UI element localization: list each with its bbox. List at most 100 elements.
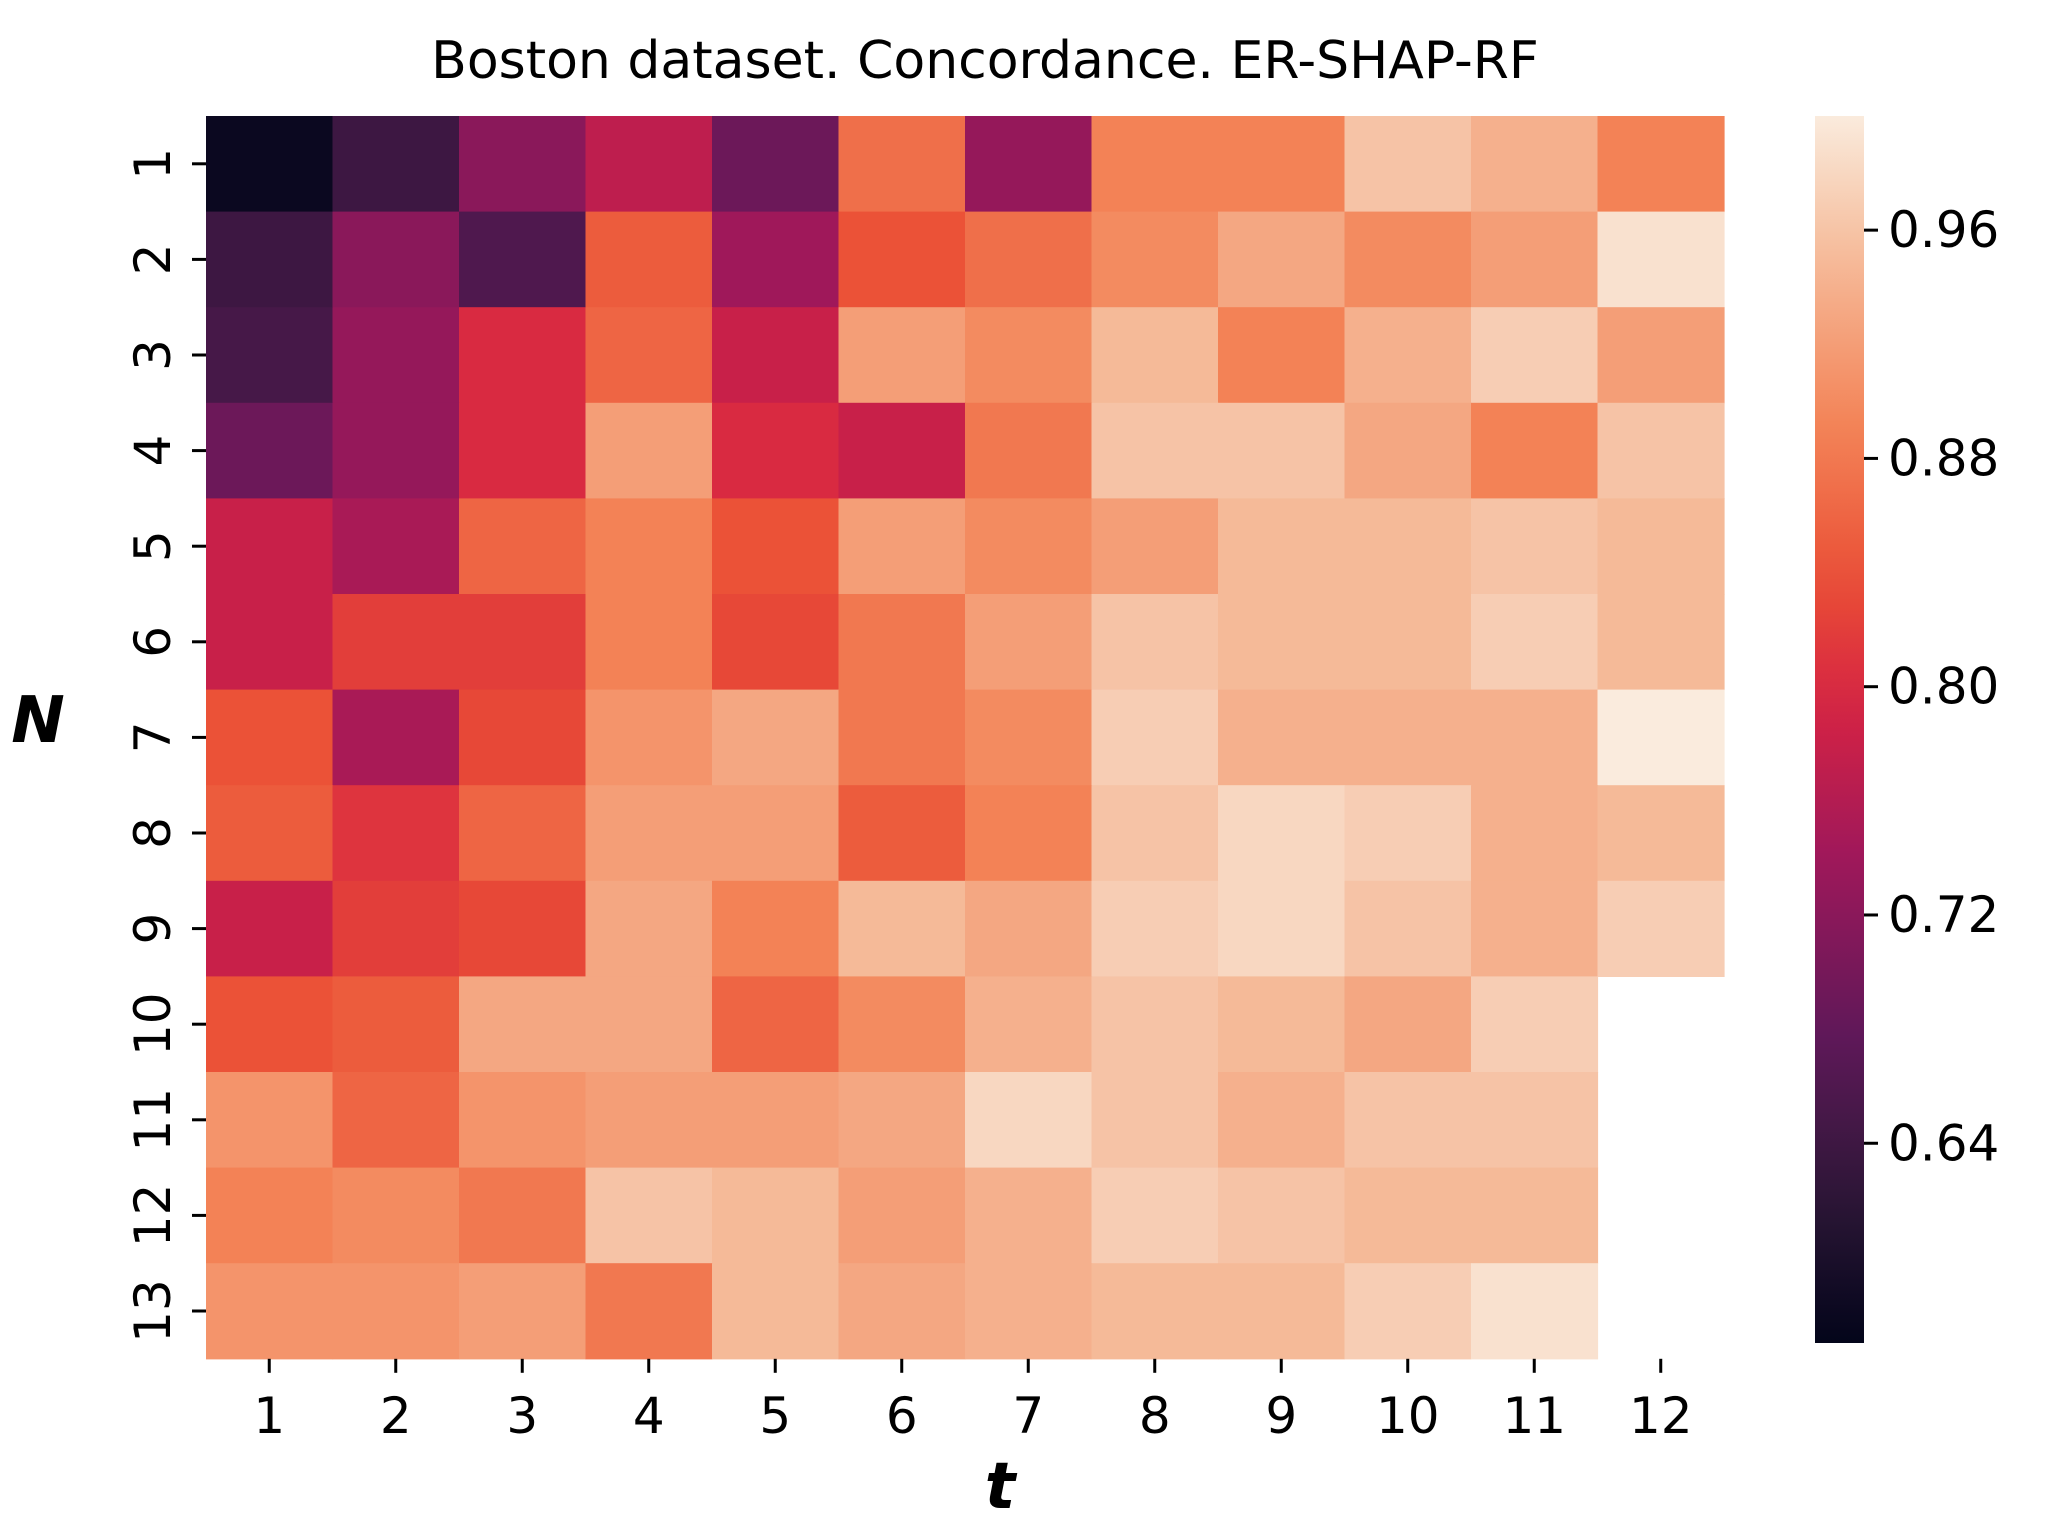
heatmap-cell bbox=[206, 1072, 334, 1169]
heatmap-cell bbox=[712, 307, 840, 404]
heatmap-cell bbox=[1218, 785, 1346, 882]
heatmap-cell bbox=[459, 785, 587, 882]
heatmap-cell bbox=[1091, 689, 1219, 786]
heatmap-cell bbox=[585, 1167, 713, 1264]
heatmap-cell bbox=[206, 689, 334, 786]
heatmap-cell bbox=[712, 1072, 840, 1169]
heatmap-cell bbox=[1091, 976, 1219, 1073]
heatmap-cell bbox=[838, 785, 966, 882]
colorbar bbox=[1815, 116, 1864, 1343]
y-tick-label: 4 bbox=[124, 435, 182, 467]
heatmap-cell bbox=[1218, 116, 1346, 213]
heatmap-cell bbox=[1344, 116, 1472, 213]
heatmap-cell bbox=[1597, 211, 1725, 308]
heatmap-cell bbox=[838, 689, 966, 786]
heatmap-cell bbox=[965, 116, 1093, 213]
heatmap-cell bbox=[965, 211, 1093, 308]
y-tick-label: 9 bbox=[124, 913, 182, 945]
heatmap-cell bbox=[965, 594, 1093, 691]
heatmap-cell bbox=[1091, 785, 1219, 882]
heatmap-cell bbox=[1218, 689, 1346, 786]
x-tick-label: 4 bbox=[633, 1387, 665, 1445]
heatmap-cell bbox=[206, 307, 334, 404]
heatmap-cell bbox=[1344, 1167, 1472, 1264]
heatmap-cell bbox=[1091, 1072, 1219, 1169]
heatmap-cell bbox=[585, 1263, 713, 1360]
y-tick-label: 7 bbox=[124, 721, 182, 753]
heatmap-cell bbox=[1344, 1263, 1472, 1360]
heatmap-cell bbox=[206, 211, 334, 308]
heatmap-cell bbox=[459, 307, 587, 404]
heatmap-cell bbox=[1471, 211, 1599, 308]
heatmap-cell bbox=[838, 402, 966, 499]
heatmap-cell bbox=[838, 880, 966, 977]
heatmap-cell bbox=[1344, 689, 1472, 786]
heatmap-cell bbox=[332, 498, 460, 595]
heatmap-cell bbox=[332, 1167, 460, 1264]
heatmap-cell bbox=[1091, 594, 1219, 691]
x-tick-label: 1 bbox=[253, 1387, 285, 1445]
heatmap-cell bbox=[965, 1263, 1093, 1360]
y-tick-label: 10 bbox=[124, 992, 182, 1056]
x-tick-label: 5 bbox=[759, 1387, 791, 1445]
heatmap-cell bbox=[1471, 307, 1599, 404]
heatmap-cell bbox=[1218, 498, 1346, 595]
heatmap-cell bbox=[332, 689, 460, 786]
heatmap-cell bbox=[712, 976, 840, 1073]
heatmap-cell bbox=[206, 976, 334, 1073]
heatmap-cell bbox=[838, 1263, 966, 1360]
x-tick-label: 8 bbox=[1139, 1387, 1171, 1445]
heatmap-cell bbox=[332, 307, 460, 404]
heatmap-cell bbox=[1091, 498, 1219, 595]
heatmap-cell bbox=[965, 880, 1093, 977]
heatmap-cell bbox=[1471, 880, 1599, 977]
heatmap-cell bbox=[332, 1263, 460, 1360]
heatmap-cell bbox=[1344, 211, 1472, 308]
heatmap-cell bbox=[1218, 1167, 1346, 1264]
heatmap-cell bbox=[459, 402, 587, 499]
heatmap-cell bbox=[1091, 880, 1219, 977]
heatmap-cell bbox=[1218, 880, 1346, 977]
x-tick-label: 3 bbox=[506, 1387, 538, 1445]
heatmap-cell bbox=[838, 211, 966, 308]
heatmap-cell bbox=[1471, 1263, 1599, 1360]
heatmap-cell bbox=[206, 594, 334, 691]
heatmap-cell bbox=[1471, 785, 1599, 882]
heatmap-cell bbox=[585, 116, 713, 213]
heatmap-cell bbox=[206, 402, 334, 499]
heatmap-cell bbox=[1091, 307, 1219, 404]
heatmap-cell bbox=[459, 976, 587, 1073]
heatmap-cell bbox=[1344, 785, 1472, 882]
heatmap-cell bbox=[712, 402, 840, 499]
heatmap-cell bbox=[1344, 498, 1472, 595]
heatmap-cell bbox=[332, 116, 460, 213]
heatmap-cell bbox=[712, 880, 840, 977]
heatmap-cell bbox=[1597, 498, 1725, 595]
heatmap-cell bbox=[1218, 211, 1346, 308]
heatmap-cell bbox=[585, 1072, 713, 1169]
y-tick-label: 2 bbox=[124, 243, 182, 275]
heatmap-cell bbox=[585, 211, 713, 308]
heatmap-cell bbox=[585, 785, 713, 882]
heatmap-cell bbox=[585, 976, 713, 1073]
heatmap-cell bbox=[965, 1072, 1093, 1169]
heatmap-cell bbox=[965, 498, 1093, 595]
heatmap-cell bbox=[459, 594, 587, 691]
heatmap-cell bbox=[838, 307, 966, 404]
heatmap-cell bbox=[332, 976, 460, 1073]
heatmap-cell bbox=[838, 976, 966, 1073]
heatmap-cell bbox=[1218, 976, 1346, 1073]
heatmap-cell bbox=[1597, 116, 1725, 213]
heatmap-cell bbox=[712, 785, 840, 882]
colorbar-tick-label: 0.64 bbox=[1888, 1114, 1999, 1172]
heatmap-cell bbox=[1471, 1072, 1599, 1169]
heatmap-cell bbox=[838, 1072, 966, 1169]
heatmap-cell bbox=[1471, 116, 1599, 213]
x-tick-label: 10 bbox=[1376, 1387, 1440, 1445]
heatmap-cell bbox=[459, 880, 587, 977]
heatmap-cell bbox=[1344, 880, 1472, 977]
y-tick-label: 11 bbox=[124, 1088, 182, 1152]
chart-title: Boston dataset. Concordance. ER-SHAP-RF bbox=[431, 31, 1539, 91]
